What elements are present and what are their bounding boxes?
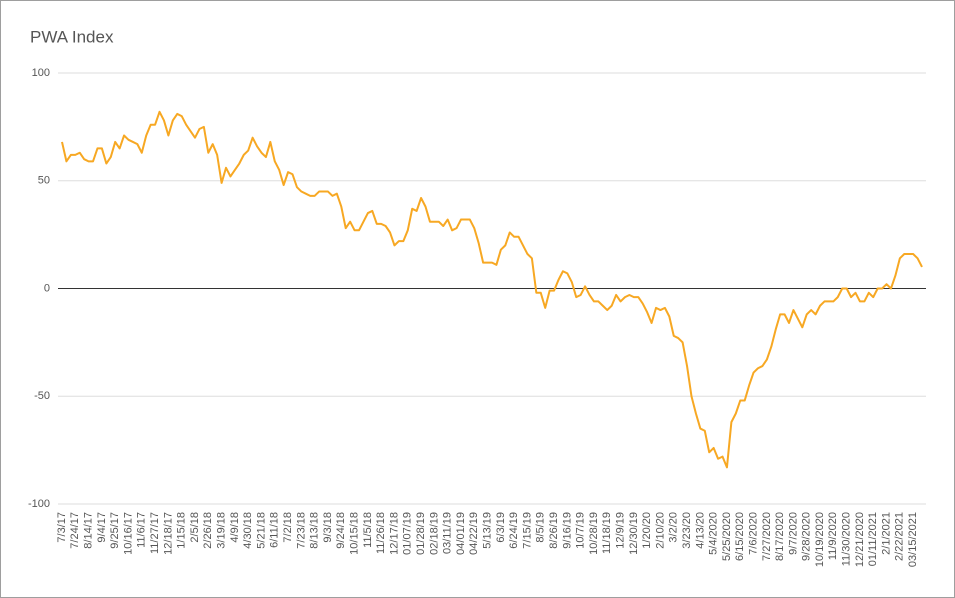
- x-tick-label: 7/2/18: [282, 512, 294, 543]
- y-tick-label: 100: [32, 67, 50, 79]
- x-tick-label: 11/27/17: [149, 512, 161, 554]
- x-tick-label: 1/20/20: [641, 512, 653, 549]
- x-tick-label: 7/27/2020: [761, 512, 773, 561]
- x-tick-label: 10/28/19: [588, 512, 600, 555]
- x-tick-label: 6/11/18: [269, 512, 281, 548]
- x-tick-label: 2/22/2021: [894, 512, 906, 561]
- x-tick-label: 2/1/2021: [880, 512, 892, 555]
- x-tick-label: 3/19/18: [215, 512, 227, 549]
- x-tick-label: 6/24/19: [508, 512, 520, 549]
- x-tick-label: 9/16/19: [561, 512, 573, 549]
- x-tick-label: 6/3/19: [495, 512, 507, 543]
- x-tick-label: 10/16/17: [122, 512, 134, 555]
- x-tick-label: 4/13/20: [694, 512, 706, 549]
- x-tick-label: 12/17/18: [388, 512, 400, 555]
- x-tick-label: 2/5/18: [189, 512, 201, 543]
- x-tick-label: 11/9/2020: [827, 512, 839, 560]
- chart-title: PWA Index: [30, 27, 114, 46]
- x-tick-label: 8/26/19: [548, 512, 560, 549]
- x-tick-label: 10/7/19: [575, 512, 587, 549]
- x-tick-label: 04/01/19: [455, 512, 467, 555]
- x-tick-label: 11/5/18: [362, 512, 374, 548]
- x-tick-label: 11/18/19: [601, 512, 613, 554]
- x-tick-label: 11/30/2020: [841, 512, 853, 566]
- x-tick-label: 7/3/17: [56, 512, 68, 543]
- y-tick-label: -100: [28, 498, 50, 510]
- x-tick-label: 3/2/20: [668, 512, 680, 543]
- x-tick-label: 10/15/18: [348, 512, 360, 555]
- x-tick-label: 4/30/18: [242, 512, 254, 549]
- x-tick-label: 5/21/18: [255, 512, 267, 549]
- x-tick-label: 5/13/19: [481, 512, 493, 549]
- x-tick-label: 10/19/2020: [814, 512, 826, 567]
- x-tick-label: 7/6/2020: [747, 512, 759, 555]
- x-tick-label: 7/24/17: [69, 512, 81, 549]
- x-tick-label: 11/26/18: [375, 512, 387, 554]
- x-tick-label: 6/15/2020: [734, 512, 746, 561]
- x-tick-label: 03/15/2021: [907, 512, 919, 567]
- x-tick-label: 9/7/2020: [787, 512, 799, 555]
- x-tick-label: 5/4/2020: [708, 512, 720, 555]
- x-tick-label: 04/22/19: [468, 512, 480, 555]
- x-tick-label: 8/13/18: [309, 512, 321, 549]
- y-tick-label: 50: [38, 175, 50, 187]
- x-tick-label: 02/18/19: [428, 512, 440, 555]
- x-tick-label: 01/11/2021: [867, 512, 879, 566]
- x-tick-label: 9/24/18: [335, 512, 347, 549]
- x-tick-label: 9/25/17: [109, 512, 121, 549]
- x-tick-label: 1/15/18: [176, 512, 188, 549]
- x-tick-label: 7/23/18: [295, 512, 307, 549]
- x-tick-label: 8/14/17: [83, 512, 95, 549]
- x-tick-label: 03/11/19: [442, 512, 454, 554]
- x-tick-label: 7/15/19: [521, 512, 533, 549]
- x-tick-label: 3/23/20: [681, 512, 693, 549]
- x-tick-label: 11/6/17: [136, 512, 148, 548]
- x-tick-label: 12/21/2020: [854, 512, 866, 567]
- x-tick-label: 2/26/18: [202, 512, 214, 549]
- data-line: [61, 110, 923, 469]
- y-tick-label: -50: [34, 390, 50, 402]
- x-tick-label: 8/5/19: [535, 512, 547, 543]
- x-tick-label: 2/10/20: [654, 512, 666, 549]
- x-tick-label: 4/9/18: [229, 512, 241, 543]
- x-tick-label: 12/9/19: [614, 512, 626, 549]
- x-tick-label: 12/30/19: [628, 512, 640, 555]
- x-tick-label: 12/18/17: [162, 512, 174, 555]
- x-tick-label: 5/25/2020: [721, 512, 733, 561]
- x-tick-label: 01/28/19: [415, 512, 427, 555]
- x-tick-label: 9/28/2020: [801, 512, 813, 561]
- x-tick-label: 8/17/2020: [774, 512, 786, 561]
- x-tick-label: 01/07/19: [402, 512, 414, 555]
- x-tick-label: 9/3/18: [322, 512, 334, 543]
- y-tick-label: 0: [44, 282, 50, 294]
- x-tick-label: 9/4/17: [96, 512, 108, 543]
